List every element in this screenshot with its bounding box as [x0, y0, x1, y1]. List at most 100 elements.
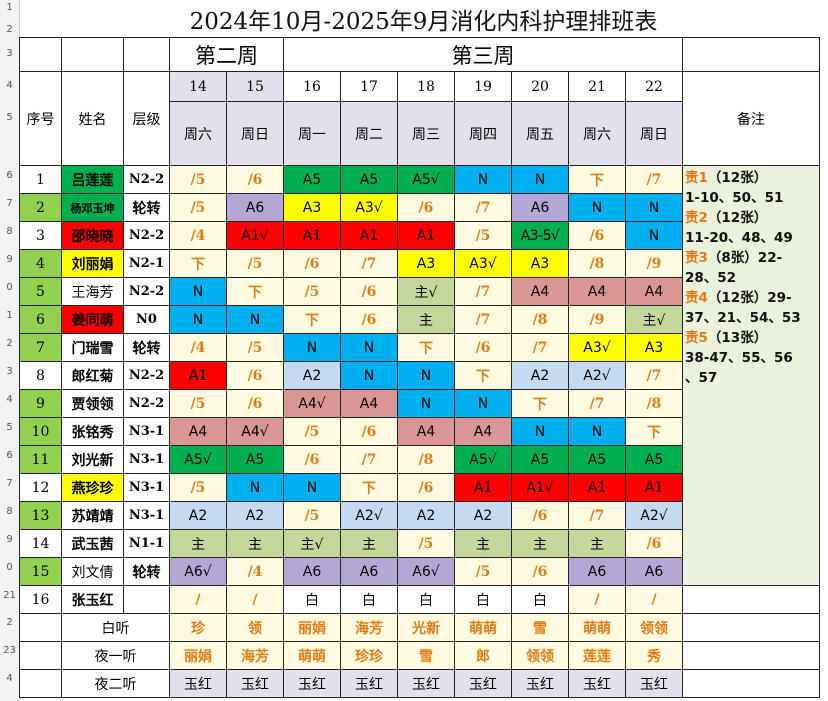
listen-cell[interactable]: 萌萌 — [568, 613, 626, 642]
week3-header[interactable]: 第三周 — [283, 37, 683, 72]
shift-cell[interactable]: /6 — [397, 193, 455, 222]
shift-cell[interactable]: A5 — [340, 165, 398, 194]
listen-cell[interactable]: 玉红 — [169, 669, 227, 698]
shift-cell[interactable]: /6 — [397, 473, 455, 502]
shift-cell[interactable]: /5 — [169, 193, 227, 222]
shift-cell[interactable]: N — [226, 305, 284, 334]
day-name-cell[interactable]: 周三 — [397, 101, 455, 166]
index-cell[interactable]: 4 — [19, 249, 62, 278]
name-cell[interactable]: 燕珍珍 — [61, 473, 124, 502]
day-name-cell[interactable]: 周五 — [511, 101, 569, 166]
shift-cell[interactable]: N — [169, 277, 227, 306]
day-number-cell[interactable]: 14 — [169, 71, 227, 102]
day-number-cell[interactable]: 20 — [511, 71, 569, 102]
level-cell[interactable]: N2-2 — [123, 165, 170, 194]
day-number-cell[interactable]: 18 — [397, 71, 455, 102]
name-cell[interactable]: 邵晓晓 — [61, 221, 124, 250]
shift-cell[interactable]: /8 — [511, 305, 569, 334]
level-header[interactable]: 层级 — [123, 71, 170, 166]
shift-cell[interactable]: A3 — [283, 193, 341, 222]
shift-cell[interactable]: A3 — [397, 249, 455, 278]
day-number-cell[interactable]: 21 — [568, 71, 626, 102]
shift-cell[interactable]: A6 — [283, 557, 341, 586]
name-cell[interactable]: 姜同萌 — [61, 305, 124, 334]
day-number-cell[interactable]: 22 — [625, 71, 683, 102]
name-cell[interactable]: 刘文倩 — [61, 557, 124, 586]
shift-cell[interactable]: /6 — [226, 389, 284, 418]
blank-cell[interactable] — [123, 37, 170, 72]
shift-cell[interactable]: /5 — [454, 221, 512, 250]
shift-cell[interactable]: /6 — [340, 417, 398, 446]
shift-cell[interactable]: N — [226, 473, 284, 502]
blank-cell[interactable] — [682, 37, 820, 72]
index-cell[interactable]: 3 — [19, 221, 62, 250]
day-name-cell[interactable]: 周日 — [625, 101, 683, 166]
index-cell[interactable]: 11 — [19, 445, 62, 474]
name-cell[interactable]: 刘丽娟 — [61, 249, 124, 278]
listen-cell[interactable]: 珍珍 — [340, 641, 398, 670]
name-cell[interactable]: 贾领领 — [61, 389, 124, 418]
level-cell[interactable]: N2-2 — [123, 277, 170, 306]
notes-cell[interactable]: 责1（12张） 1-10、50、51 责2（12张） 11-20、48、49 责3（8张… — [682, 165, 820, 586]
shift-cell[interactable]: 主√ — [397, 277, 455, 306]
shift-cell[interactable]: A3√ — [340, 193, 398, 222]
shift-cell[interactable]: A2√ — [625, 501, 683, 530]
shift-cell[interactable]: /7 — [511, 333, 569, 362]
shift-cell[interactable]: A6 — [226, 193, 284, 222]
shift-cell[interactable]: N — [454, 165, 512, 194]
shift-cell[interactable]: A5 — [511, 445, 569, 474]
name-cell[interactable]: 杨邓玉坤 — [61, 193, 124, 222]
shift-cell[interactable]: /5 — [283, 417, 341, 446]
shift-cell[interactable]: /6 — [511, 501, 569, 530]
shift-cell[interactable]: A5√ — [454, 445, 512, 474]
name-cell[interactable]: 刘光新 — [61, 445, 124, 474]
shift-cell[interactable]: 下 — [283, 305, 341, 334]
listen-cell[interactable]: 玉红 — [454, 669, 512, 698]
index-cell[interactable]: 14 — [19, 529, 62, 558]
day-name-cell[interactable]: 周四 — [454, 101, 512, 166]
listen-label[interactable]: 夜一听 — [61, 641, 170, 670]
shift-cell[interactable]: 下 — [340, 473, 398, 502]
shift-cell[interactable]: A5 — [568, 445, 626, 474]
shift-cell[interactable]: /7 — [625, 361, 683, 390]
shift-cell[interactable]: /4 — [226, 557, 284, 586]
shift-cell[interactable]: /7 — [454, 193, 512, 222]
shift-cell[interactable]: A5√ — [397, 165, 455, 194]
shift-cell[interactable]: A6√ — [169, 557, 227, 586]
name-cell[interactable]: 王海芳 — [61, 277, 124, 306]
shift-cell[interactable]: A6 — [568, 557, 626, 586]
blank-cell[interactable] — [682, 641, 820, 670]
shift-cell[interactable]: 白 — [283, 585, 341, 614]
shift-cell[interactable]: /7 — [454, 277, 512, 306]
shift-cell[interactable]: A3 — [511, 249, 569, 278]
index-cell[interactable]: 6 — [19, 305, 62, 334]
listen-cell[interactable]: 丽娟 — [283, 613, 341, 642]
listen-cell[interactable]: 萌萌 — [283, 641, 341, 670]
shift-cell[interactable]: A1 — [568, 473, 626, 502]
listen-cell[interactable]: 海芳 — [340, 613, 398, 642]
level-cell[interactable]: 轮转 — [123, 557, 170, 586]
name-cell[interactable]: 门瑞雪 — [61, 333, 124, 362]
shift-cell[interactable]: N — [511, 417, 569, 446]
shift-cell[interactable]: 主 — [511, 529, 569, 558]
listen-cell[interactable]: 玉红 — [397, 669, 455, 698]
shift-cell[interactable]: /8 — [568, 249, 626, 278]
shift-cell[interactable]: A2 — [169, 501, 227, 530]
shift-cell[interactable]: /5 — [454, 557, 512, 586]
name-cell[interactable]: 武玉茜 — [61, 529, 124, 558]
shift-cell[interactable]: /7 — [625, 165, 683, 194]
shift-cell[interactable]: A6 — [511, 193, 569, 222]
index-cell[interactable]: 12 — [19, 473, 62, 502]
shift-cell[interactable]: /5 — [226, 333, 284, 362]
shift-cell[interactable]: A6 — [625, 557, 683, 586]
blank-cell[interactable] — [19, 641, 62, 670]
shift-cell[interactable]: /7 — [340, 445, 398, 474]
day-name-cell[interactable]: 周二 — [340, 101, 398, 166]
day-number-cell[interactable]: 17 — [340, 71, 398, 102]
shift-cell[interactable]: 白 — [511, 585, 569, 614]
level-cell[interactable]: N2-1 — [123, 249, 170, 278]
shift-cell[interactable]: 主 — [568, 529, 626, 558]
listen-label[interactable]: 白听 — [61, 613, 170, 642]
day-name-cell[interactable]: 周六 — [169, 101, 227, 166]
listen-cell[interactable]: 秀 — [625, 641, 683, 670]
